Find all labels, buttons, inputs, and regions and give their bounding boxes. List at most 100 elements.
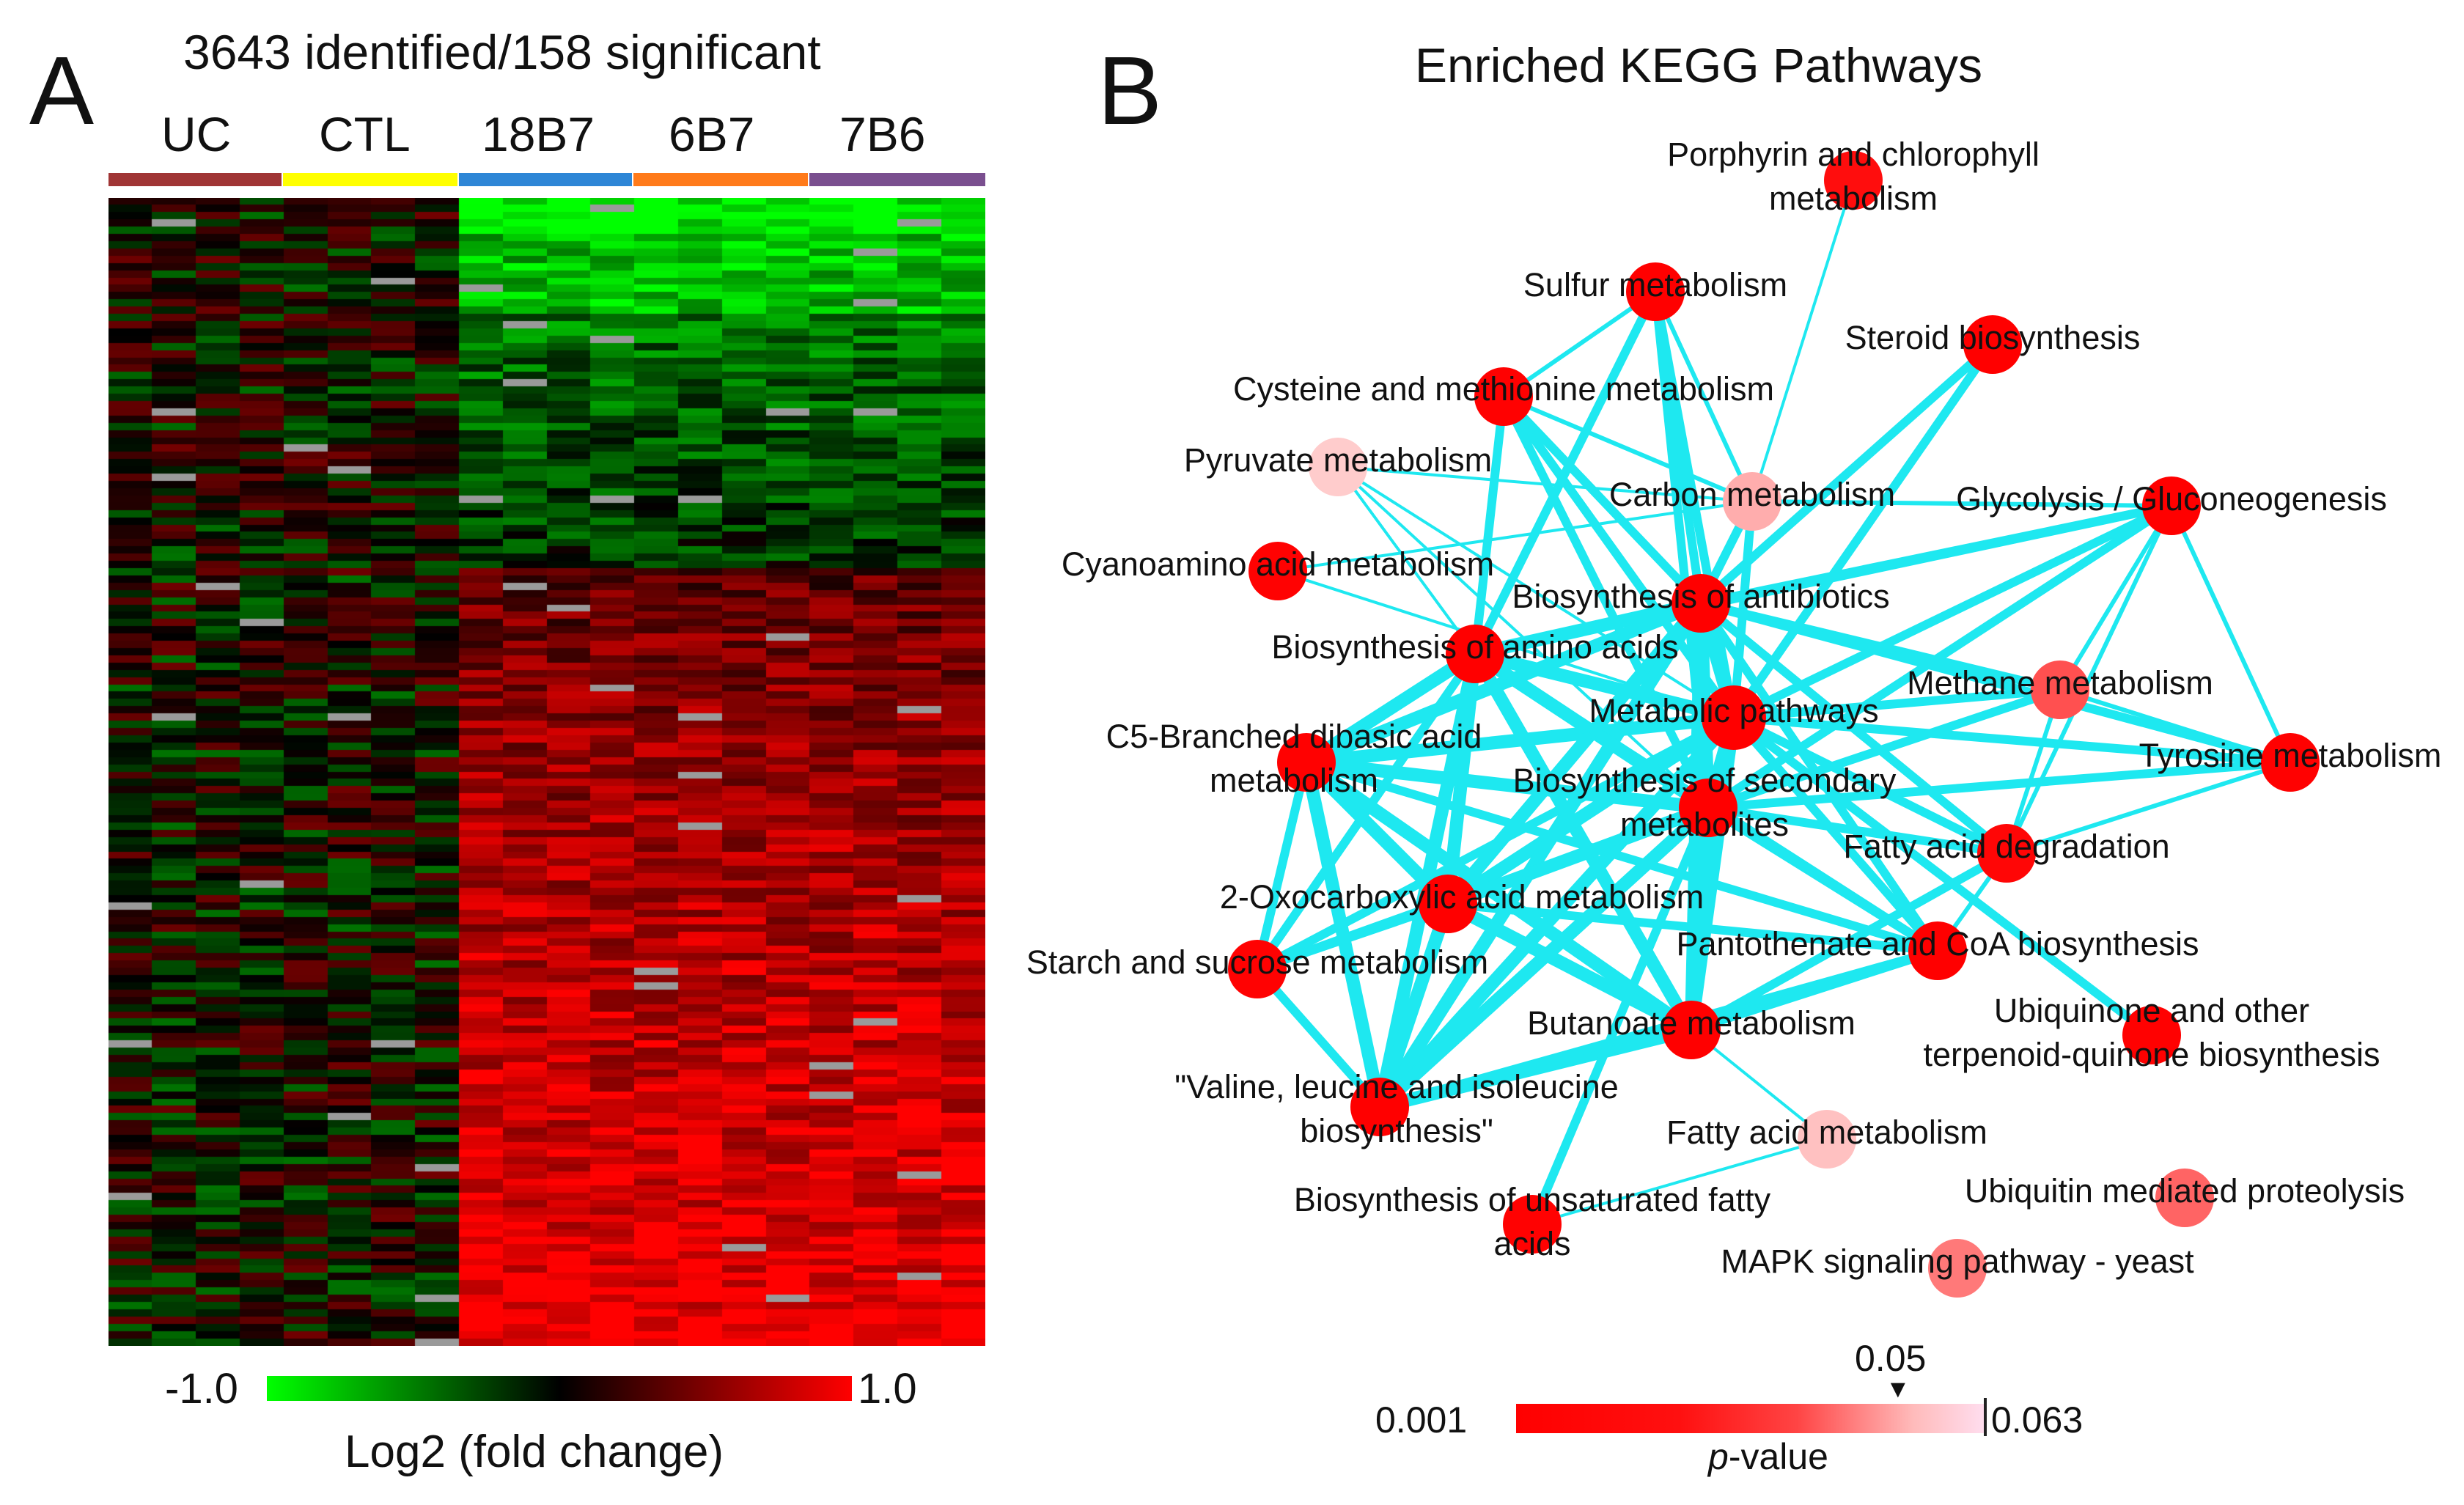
colorbar-a-title: Log2 (fold change) xyxy=(345,1427,724,1477)
edge-sulfur-carbon xyxy=(1653,290,1754,504)
node-label-line: Metabolic pathways xyxy=(1589,692,1878,729)
node-label-valine: "Valine, leucine and isoleucine biosynthe… xyxy=(1174,1068,1619,1149)
node-label-line: "Valine, leucine and isoleucine xyxy=(1174,1068,1619,1105)
node-label-cyanoamino: Cyanoamino acid metabolism xyxy=(1062,545,1494,583)
node-label-carbon: Carbon metabolism xyxy=(1609,476,1895,513)
node-fattydeg[interactable] xyxy=(1977,824,2036,883)
node-sulfur[interactable] xyxy=(1626,262,1685,321)
node-c5[interactable] xyxy=(1277,733,1336,792)
node-pantothenate[interactable] xyxy=(1908,921,1967,980)
colorbar-b-title-rest: -value xyxy=(1728,1436,1828,1477)
edge-secondary-glycolysis xyxy=(1704,501,2176,812)
group-label-6b7: 6B7 xyxy=(669,107,755,161)
group-bar-ctl xyxy=(283,173,457,186)
node-ubiquitin[interactable] xyxy=(2155,1169,2214,1227)
node-steroid[interactable] xyxy=(1963,315,2022,374)
edge-fattyacid-unsaturated xyxy=(1531,1138,1828,1226)
colorbar-b-marker-label: 0.05 xyxy=(1855,1338,1927,1379)
edge-antibiotics-oxocarb xyxy=(1441,597,1707,910)
node-label-fattydeg: Fatty acid degradation xyxy=(1843,828,2169,865)
node-label-line: biosynthesis" xyxy=(1300,1112,1493,1149)
node-antibiotics[interactable] xyxy=(1672,574,1730,633)
edge-glycolysis-fattydeg xyxy=(2004,504,2174,855)
edge-secondary-tyrosine xyxy=(1704,758,2295,812)
node-label-line: Biosynthesis of secondary xyxy=(1513,762,1897,799)
node-label-line: Pantothenate and CoA biosynthesis xyxy=(1676,925,2199,963)
node-butanoate[interactable] xyxy=(1662,1001,1721,1059)
group-label-18b7: 18B7 xyxy=(482,107,595,161)
edge-porphyrin-carbon xyxy=(1751,179,1855,503)
network-nodes xyxy=(1228,151,2320,1298)
node-label-line: metabolism xyxy=(1210,762,1378,799)
heatmap-summary: 3643 identified/158 significant xyxy=(183,25,821,79)
group-bar-7b6 xyxy=(809,173,985,186)
edge-secondary-pantothenate xyxy=(1704,803,1942,955)
panel-b-letter: B xyxy=(1097,37,1163,144)
node-label-line: Ubiquinone and other xyxy=(1994,992,2309,1029)
node-porphyrin[interactable] xyxy=(1824,151,1883,210)
node-label-c5: C5-Branched dibasic acid metabolism xyxy=(1106,718,1482,799)
node-label-butanoate: Butanoate metabolism xyxy=(1527,1004,1856,1042)
node-cyanoamino[interactable] xyxy=(1248,542,1307,600)
node-label-line: Biosynthesis of antibiotics xyxy=(1512,578,1889,615)
network-title: Enriched KEGG Pathways xyxy=(1415,38,1983,92)
node-label-sulfur: Sulfur metabolism xyxy=(1523,266,1787,303)
node-glycolysis[interactable] xyxy=(2142,476,2201,535)
node-label-pantothenate: Pantothenate and CoA biosynthesis xyxy=(1676,925,2199,963)
node-metabolic[interactable] xyxy=(1702,685,1766,750)
colorbar-b-end-tick xyxy=(1984,1398,1987,1436)
edge-antibiotics-fattydeg xyxy=(1696,599,2011,858)
edge-secondary-butanoate xyxy=(1685,801,1715,1037)
node-cysteine[interactable] xyxy=(1474,367,1533,426)
node-secondary[interactable] xyxy=(1679,779,1737,837)
node-label-line: terpenoid-quinone biosynthesis xyxy=(1924,1036,2380,1073)
edge-valine-starch xyxy=(1253,965,1384,1111)
node-label-line: Biosynthesis of amino acids xyxy=(1271,628,1678,666)
edge-cyanoamino-carbon xyxy=(1276,500,1754,573)
edge-antibiotics-tyrosine xyxy=(1696,599,2295,767)
edge-antibiotics-steroid xyxy=(1696,340,1997,608)
node-aminoacids[interactable] xyxy=(1446,625,1504,683)
edge-secondary-c5 xyxy=(1300,756,1715,814)
edge-glycolysis-methane xyxy=(2058,504,2174,692)
group-bar-uc xyxy=(109,173,282,186)
node-label-line: Starch and sucrose metabolism xyxy=(1026,943,1488,981)
node-label-antibiotics: Biosynthesis of antibiotics xyxy=(1512,578,1889,615)
edge-aminoacids-pyruvate xyxy=(1336,466,1476,655)
node-label-cysteine: Cysteine and methionine metabolism xyxy=(1233,370,1774,408)
node-label-line: 2-Oxocarboxylic acid metabolism xyxy=(1220,878,1704,916)
colorbar-b-min-label: 0.001 xyxy=(1375,1399,1468,1440)
node-tyrosine[interactable] xyxy=(2261,733,2320,792)
node-label-line: Cysteine and methionine metabolism xyxy=(1233,370,1774,408)
group-bar-6b7 xyxy=(633,173,808,186)
edge-secondary-methane xyxy=(1704,685,2064,812)
node-oxocarb[interactable] xyxy=(1419,875,1477,933)
node-label-line: Porphyrin and chlorophyll xyxy=(1667,136,2040,173)
edge-metabolic-fattydeg xyxy=(1729,713,2011,858)
edge-aminoacids-cysteine xyxy=(1471,392,1508,658)
edge-aminoacids-glycolysis xyxy=(1471,501,2176,658)
node-starch[interactable] xyxy=(1228,940,1287,998)
edge-metabolic-pyruvate xyxy=(1336,466,1735,719)
edge-fattydeg-tyrosine xyxy=(2004,760,2292,855)
node-carbon[interactable] xyxy=(1723,472,1781,531)
edge-antibiotics-cysteine xyxy=(1499,392,1705,608)
node-methane[interactable] xyxy=(2031,660,2089,719)
node-pyruvate[interactable] xyxy=(1309,438,1367,496)
group-label-ctl: CTL xyxy=(319,107,411,161)
node-label-glycolysis: Glycolysis / Gluconeogenesis xyxy=(1956,480,2387,518)
node-ubiquinone[interactable] xyxy=(2122,1006,2181,1064)
node-label-line: Biosynthesis of unsaturated fatty xyxy=(1294,1181,1771,1218)
edge-metabolic-aminoacids xyxy=(1468,647,1740,724)
node-label-line: Pyruvate metabolism xyxy=(1184,441,1492,479)
node-valine[interactable] xyxy=(1350,1078,1409,1136)
node-mapk[interactable] xyxy=(1928,1239,1987,1298)
node-fattyacid[interactable] xyxy=(1798,1110,1856,1169)
colorbar-b-title-italic: p xyxy=(1708,1436,1729,1477)
node-label-line: Tyrosine metabolism xyxy=(2139,737,2442,774)
node-unsaturated[interactable] xyxy=(1503,1195,1562,1254)
node-label-line: C5-Branched dibasic acid xyxy=(1106,718,1482,755)
group-bar-18b7 xyxy=(459,173,632,186)
